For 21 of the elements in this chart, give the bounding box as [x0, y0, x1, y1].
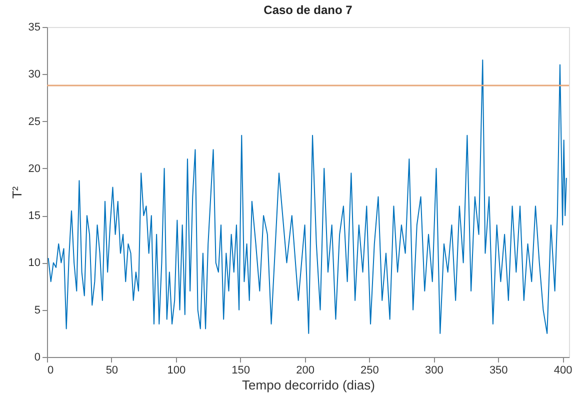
- x-tick-label: 50: [106, 364, 118, 376]
- x-tick-label: 150: [232, 364, 250, 376]
- x-tick-label: 200: [296, 364, 314, 376]
- chart-title: Caso de dano 7: [264, 3, 353, 17]
- x-axis-title: Tempo decorrido (dias): [242, 378, 375, 392]
- y-tick-label: 0: [34, 352, 40, 364]
- y-tick-label: 35: [28, 22, 40, 34]
- y-tick-label: 15: [28, 210, 40, 222]
- line-series: [48, 60, 567, 334]
- x-tick-label: 350: [489, 364, 508, 376]
- x-tick-label: 300: [424, 364, 444, 376]
- y-tick-label: 30: [28, 68, 40, 81]
- x-tick-label: 400: [554, 364, 572, 376]
- y-tick-label: 10: [28, 257, 40, 270]
- x-tick-label: 100: [167, 364, 186, 376]
- x-tick-label: 0: [48, 364, 54, 376]
- y-tick-label: 5: [34, 304, 40, 316]
- x-tick-label: 250: [360, 364, 379, 376]
- y-tick-label: 20: [28, 162, 40, 175]
- y-tick-label: 25: [28, 116, 40, 128]
- y-axis-title: T²: [9, 186, 24, 199]
